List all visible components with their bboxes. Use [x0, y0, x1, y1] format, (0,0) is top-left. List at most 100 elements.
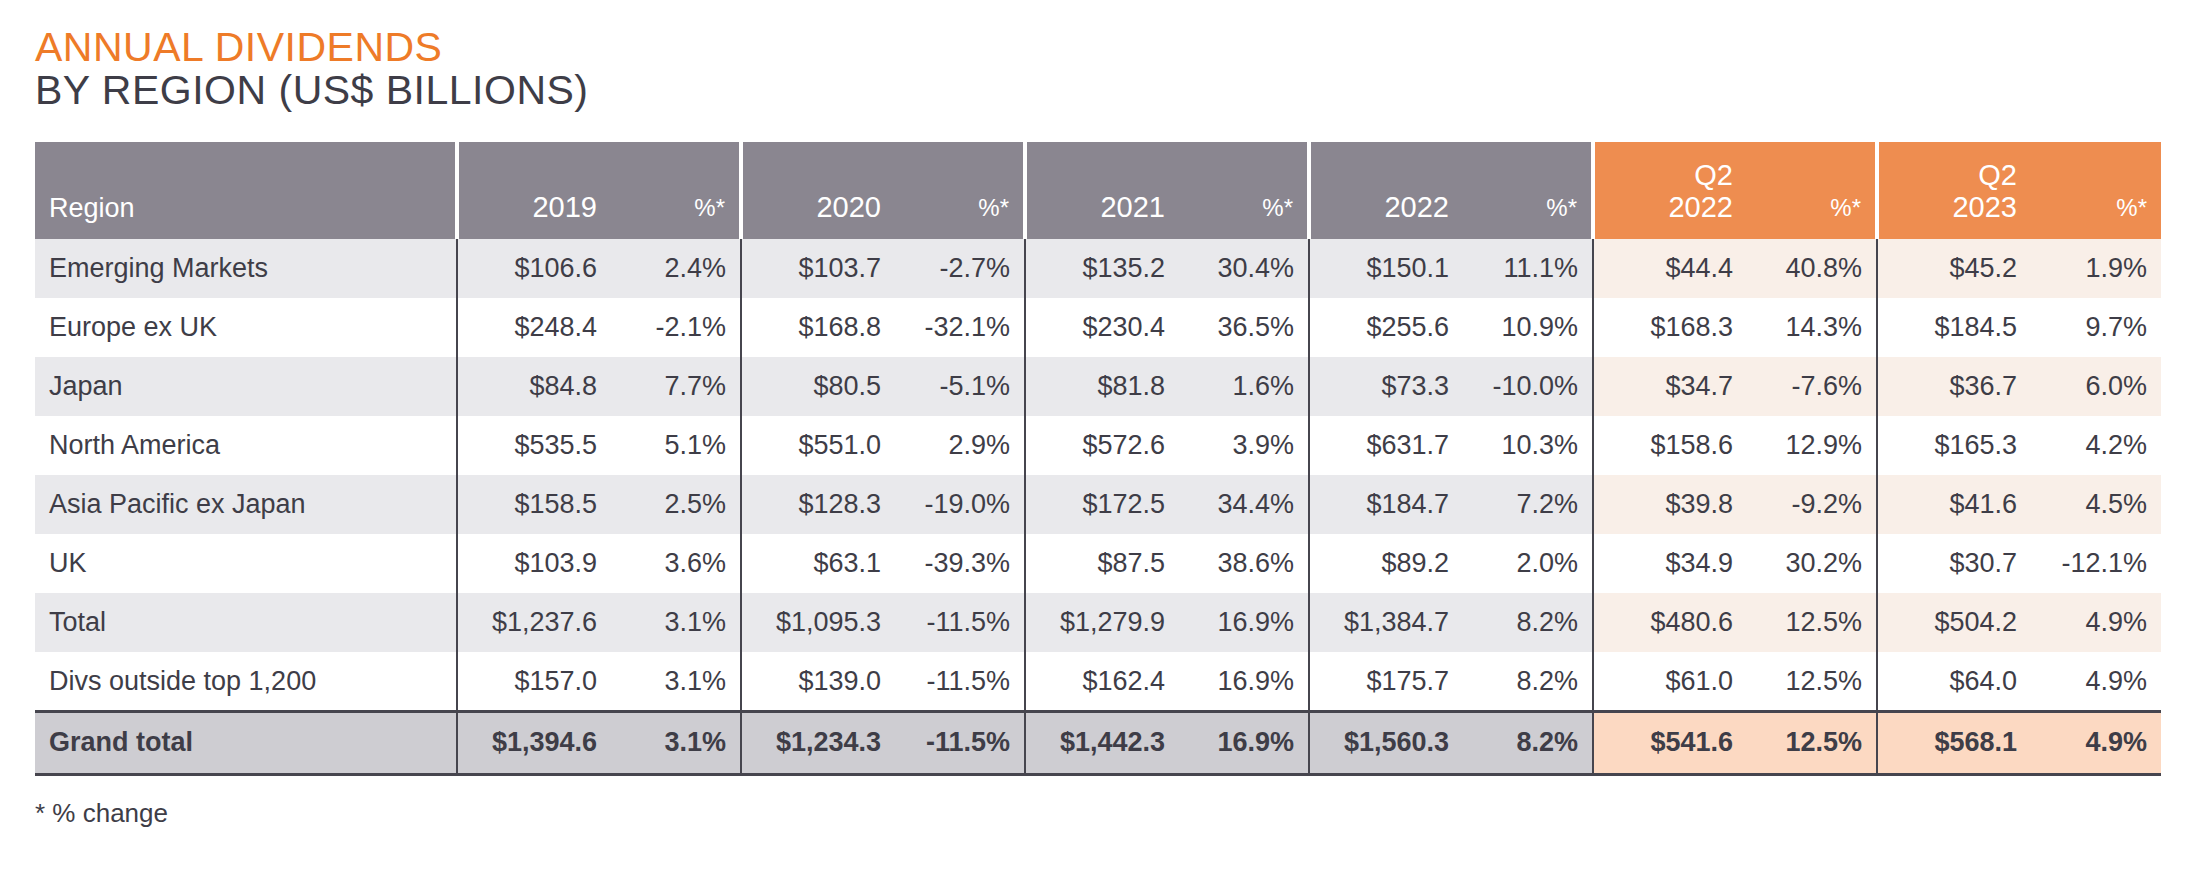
region-cell: North America	[35, 416, 457, 475]
value-cell: $158.5	[457, 475, 605, 534]
pct-cell: -2.1%	[605, 298, 741, 357]
pct-cell: 16.9%	[1173, 652, 1309, 711]
pct-cell: 3.1%	[605, 711, 741, 774]
value-cell: $80.5	[741, 357, 889, 416]
value-cell: $44.4	[1593, 239, 1741, 298]
table-row: Asia Pacific ex Japan$158.52.5%$128.3-19…	[35, 475, 2161, 534]
pct-cell: 14.3%	[1741, 298, 1877, 357]
page-title-line2: BY REGION (US$ BILLIONS)	[35, 69, 2170, 112]
value-cell: $1,237.6	[457, 593, 605, 652]
pct-cell: 16.9%	[1173, 593, 1309, 652]
value-cell: $39.8	[1593, 475, 1741, 534]
pct-cell: 12.9%	[1741, 416, 1877, 475]
pct-cell: 12.5%	[1741, 711, 1877, 774]
header-region: Region	[35, 142, 457, 239]
pct-cell: 11.1%	[1457, 239, 1593, 298]
pct-cell: 3.1%	[605, 593, 741, 652]
region-cell: Japan	[35, 357, 457, 416]
pct-cell: -7.6%	[1741, 357, 1877, 416]
value-cell: $1,442.3	[1025, 711, 1173, 774]
pct-cell: 36.5%	[1173, 298, 1309, 357]
pct-cell: 2.4%	[605, 239, 741, 298]
header-row: Region 2019 %* 2020 %* 2021 %* 2022 %* Q…	[35, 142, 2161, 239]
region-cell: Emerging Markets	[35, 239, 457, 298]
region-cell: Europe ex UK	[35, 298, 457, 357]
pct-cell: 4.9%	[2025, 652, 2161, 711]
header-2020-pct: %*	[889, 142, 1025, 239]
value-cell: $1,095.3	[741, 593, 889, 652]
region-cell: Asia Pacific ex Japan	[35, 475, 457, 534]
header-2019: 2019	[457, 142, 605, 239]
value-cell: $89.2	[1309, 534, 1457, 593]
header-2020: 2020	[741, 142, 889, 239]
pct-cell: 3.6%	[605, 534, 741, 593]
pct-cell: 4.9%	[2025, 711, 2161, 774]
value-cell: $165.3	[1877, 416, 2025, 475]
value-cell: $30.7	[1877, 534, 2025, 593]
pct-cell: -32.1%	[889, 298, 1025, 357]
table-row: Japan$84.87.7%$80.5-5.1%$81.81.6%$73.3-1…	[35, 357, 2161, 416]
region-cell: Grand total	[35, 711, 457, 774]
pct-cell: 9.7%	[2025, 298, 2161, 357]
value-cell: $139.0	[741, 652, 889, 711]
value-cell: $64.0	[1877, 652, 2025, 711]
value-cell: $61.0	[1593, 652, 1741, 711]
pct-cell: -39.3%	[889, 534, 1025, 593]
footnote: * % change	[35, 798, 2170, 829]
value-cell: $87.5	[1025, 534, 1173, 593]
pct-cell: -10.0%	[1457, 357, 1593, 416]
table-header: Region 2019 %* 2020 %* 2021 %* 2022 %* Q…	[35, 142, 2161, 239]
pct-cell: 40.8%	[1741, 239, 1877, 298]
pct-cell: 3.1%	[605, 652, 741, 711]
value-cell: $184.7	[1309, 475, 1457, 534]
pct-cell: 10.3%	[1457, 416, 1593, 475]
pct-cell: -11.5%	[889, 593, 1025, 652]
value-cell: $150.1	[1309, 239, 1457, 298]
value-cell: $255.6	[1309, 298, 1457, 357]
dividends-table: Region 2019 %* 2020 %* 2021 %* 2022 %* Q…	[35, 142, 2161, 776]
pct-cell: -9.2%	[1741, 475, 1877, 534]
table-row: Divs outside top 1,200$157.03.1%$139.0-1…	[35, 652, 2161, 711]
header-q2-2022: Q2 2022	[1593, 142, 1741, 239]
page-title-line1: ANNUAL DIVIDENDS	[35, 26, 2170, 69]
value-cell: $34.7	[1593, 357, 1741, 416]
pct-cell: -5.1%	[889, 357, 1025, 416]
pct-cell: 16.9%	[1173, 711, 1309, 774]
table-body: Emerging Markets$106.62.4%$103.7-2.7%$13…	[35, 239, 2161, 774]
pct-cell: 4.5%	[2025, 475, 2161, 534]
header-q2-2022-top: Q2	[1595, 160, 1733, 192]
header-q2-2022-year: 2022	[1595, 192, 1733, 224]
pct-cell: 5.1%	[605, 416, 741, 475]
pct-cell: 12.5%	[1741, 652, 1877, 711]
pct-cell: 8.2%	[1457, 593, 1593, 652]
pct-cell: 4.2%	[2025, 416, 2161, 475]
header-q2-2023-top: Q2	[1879, 160, 2017, 192]
header-q2-2023-pct: %*	[2025, 142, 2161, 239]
value-cell: $504.2	[1877, 593, 2025, 652]
pct-cell: 7.7%	[605, 357, 741, 416]
value-cell: $81.8	[1025, 357, 1173, 416]
region-cell: Divs outside top 1,200	[35, 652, 457, 711]
page-title: ANNUAL DIVIDENDS BY REGION (US$ BILLIONS…	[35, 26, 2170, 111]
pct-cell: 30.4%	[1173, 239, 1309, 298]
value-cell: $1,279.9	[1025, 593, 1173, 652]
value-cell: $168.3	[1593, 298, 1741, 357]
header-q2-2022-pct: %*	[1741, 142, 1877, 239]
value-cell: $36.7	[1877, 357, 2025, 416]
pct-cell: -11.5%	[889, 652, 1025, 711]
value-cell: $135.2	[1025, 239, 1173, 298]
value-cell: $551.0	[741, 416, 889, 475]
value-cell: $172.5	[1025, 475, 1173, 534]
value-cell: $541.6	[1593, 711, 1741, 774]
pct-cell: 38.6%	[1173, 534, 1309, 593]
value-cell: $175.7	[1309, 652, 1457, 711]
region-cell: Total	[35, 593, 457, 652]
value-cell: $184.5	[1877, 298, 2025, 357]
table-row: Total$1,237.63.1%$1,095.3-11.5%$1,279.91…	[35, 593, 2161, 652]
table-row: UK$103.93.6%$63.1-39.3%$87.538.6%$89.22.…	[35, 534, 2161, 593]
value-cell: $34.9	[1593, 534, 1741, 593]
value-cell: $162.4	[1025, 652, 1173, 711]
table-row: Emerging Markets$106.62.4%$103.7-2.7%$13…	[35, 239, 2161, 298]
region-cell: UK	[35, 534, 457, 593]
pct-cell: -11.5%	[889, 711, 1025, 774]
